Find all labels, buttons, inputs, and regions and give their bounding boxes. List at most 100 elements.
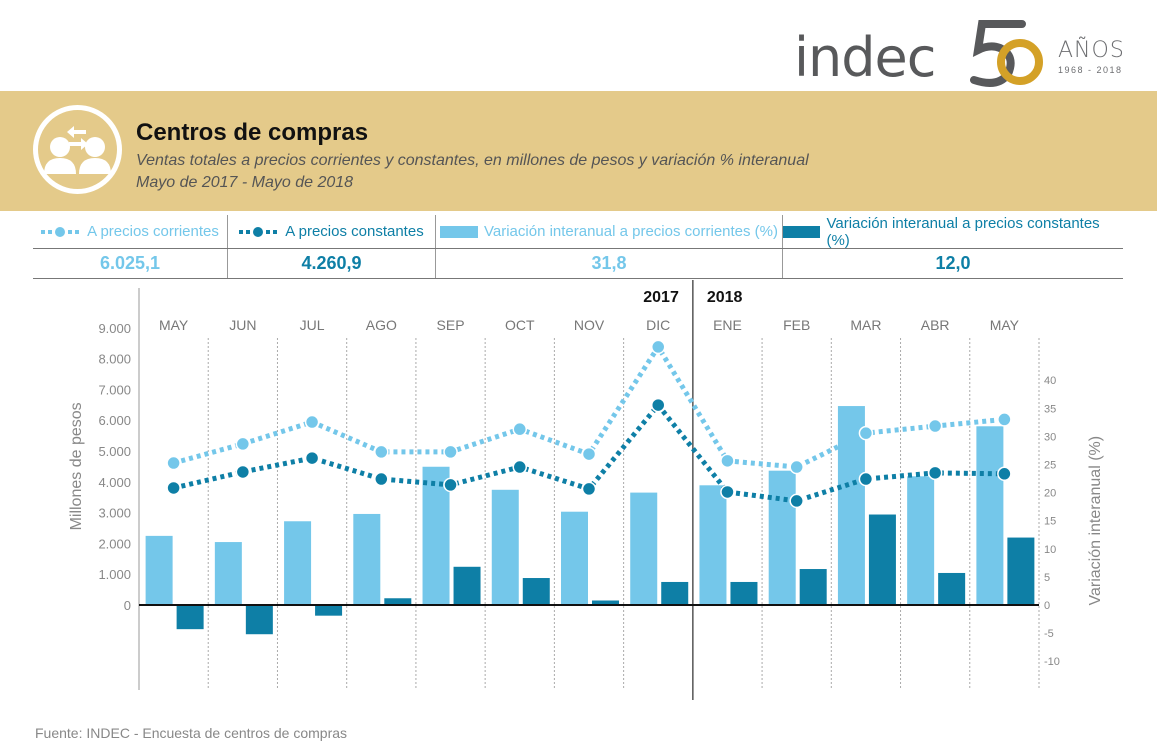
indec-logo: indec AÑOS 1968 - 2018 — [790, 18, 1150, 89]
point-constantes — [927, 465, 943, 481]
right-tick-label: -5 — [1044, 628, 1054, 640]
chart-period: Mayo de 2017 - Mayo de 2018 — [136, 174, 354, 191]
point-constantes — [581, 481, 597, 497]
month-label: JUN — [229, 317, 256, 333]
logo-50-icon — [970, 20, 1043, 87]
left-tick-label: 9.000 — [98, 321, 131, 336]
point-constantes — [512, 459, 528, 475]
month-label: NOV — [574, 317, 605, 333]
bar-var-corrientes — [976, 426, 1004, 605]
bar-var-constantes — [799, 569, 827, 605]
bar-light-icon — [439, 225, 478, 238]
left-tick-label: 0 — [124, 598, 131, 613]
left-tick-label: 1.000 — [98, 567, 131, 582]
right-tick-label: 5 — [1044, 572, 1050, 584]
point-constantes — [166, 480, 181, 496]
point-corrientes — [512, 421, 528, 437]
month-label: MAY — [990, 317, 1020, 333]
month-label: DIC — [646, 317, 670, 333]
bar-var-constantes — [661, 581, 689, 605]
legend-label-corrientes: A precios corrientes — [87, 223, 219, 240]
point-constantes — [858, 471, 874, 487]
point-corrientes — [304, 414, 320, 430]
point-corrientes — [997, 412, 1012, 427]
source-note: Fuente: INDEC - Encuesta de centros de c… — [35, 725, 348, 741]
bar-var-corrientes — [630, 492, 658, 605]
legend-item-constantes: A precios constantes — [228, 215, 436, 248]
point-corrientes — [858, 425, 874, 441]
left-tick-label: 7.000 — [98, 382, 131, 397]
left-tick-label: 2.000 — [98, 536, 131, 551]
legend-item-var-corrientes: Variación interanual a precios corriente… — [436, 215, 783, 248]
bar-var-corrientes — [561, 511, 588, 605]
point-corrientes — [789, 459, 804, 475]
point-constantes — [650, 397, 666, 413]
point-corrientes — [720, 453, 735, 469]
logo-years: 1968 - 2018 — [1058, 65, 1123, 75]
point-corrientes — [650, 339, 666, 355]
right-tick-label: 30 — [1044, 431, 1056, 443]
bar-var-corrientes — [422, 466, 450, 605]
legend-label-var-constantes: Variación interanual a precios constante… — [826, 214, 1100, 249]
value-constantes: 4.260,9 — [301, 253, 362, 273]
year-label-2018: 2018 — [707, 289, 743, 306]
bar-var-corrientes — [907, 476, 935, 605]
left-tick-label: 8.000 — [98, 352, 131, 367]
bar-var-constantes — [730, 581, 758, 605]
bar-var-constantes — [176, 605, 204, 630]
left-tick-label: 6.000 — [98, 413, 131, 428]
month-label: JUL — [300, 317, 325, 333]
dotted-line-light-icon — [41, 226, 80, 237]
chart: 2017 2018 MAY JUN JUL AGO SEP OCT NOV DIC ENE FEB MA… — [68, 280, 1104, 700]
bar-var-constantes — [868, 514, 896, 605]
bar-var-constantes — [592, 600, 619, 605]
right-tick-label: -10 — [1044, 656, 1060, 668]
bar-dark-icon — [783, 225, 821, 238]
month-label: AGO — [366, 317, 397, 333]
month-label: SEP — [437, 317, 465, 333]
point-constantes — [789, 493, 804, 509]
bar-var-constantes — [384, 598, 412, 605]
point-constantes — [374, 471, 389, 487]
logo-anios: AÑOS — [1058, 38, 1125, 63]
point-corrientes — [235, 436, 251, 452]
bar-var-constantes — [315, 605, 343, 616]
chart-subtitle: Ventas totales a precios corrientes y co… — [136, 152, 809, 169]
bar-var-corrientes — [353, 513, 381, 605]
point-constantes — [304, 450, 320, 466]
month-label: OCT — [505, 317, 535, 333]
legend-label-constantes: A precios constantes — [285, 223, 424, 240]
bar-var-corrientes — [491, 489, 519, 605]
right-tick-label: 35 — [1044, 403, 1056, 415]
bar-var-constantes — [938, 572, 966, 605]
month-label: MAY — [159, 317, 189, 333]
year-label-2017: 2017 — [643, 289, 679, 306]
bar-var-constantes — [245, 605, 273, 635]
month-label: ABR — [921, 317, 950, 333]
value-var-constantes: 12,0 — [935, 253, 971, 273]
chart-title: Centros de compras — [136, 119, 369, 146]
bar-var-corrientes — [699, 485, 727, 605]
point-corrientes — [927, 418, 943, 434]
bar-var-constantes — [453, 566, 481, 605]
left-tick-label: 3.000 — [98, 506, 131, 521]
right-tick-label: 25 — [1044, 460, 1056, 472]
left-axis-title: Millones de pesos — [68, 402, 85, 530]
bar-var-constantes — [522, 578, 550, 605]
month-label: ENE — [713, 317, 742, 333]
right-tick-label: 10 — [1044, 544, 1056, 556]
right-tick-label: 20 — [1044, 488, 1056, 500]
bar-var-corrientes — [768, 470, 796, 605]
month-label: FEB — [783, 317, 810, 333]
right-tick-label: 40 — [1044, 375, 1056, 387]
point-constantes — [443, 477, 458, 493]
value-var-corrientes: 31,8 — [591, 253, 627, 273]
dotted-line-dark-icon — [239, 226, 278, 237]
bar-var-constantes — [1007, 537, 1035, 605]
header-band: Centros de compras Ventas totales a prec… — [0, 91, 1157, 211]
bar-var-corrientes — [214, 542, 242, 605]
point-corrientes — [374, 444, 389, 460]
bar-var-corrientes — [145, 535, 173, 605]
right-tick-label: 15 — [1044, 516, 1056, 528]
point-constantes — [235, 464, 251, 480]
